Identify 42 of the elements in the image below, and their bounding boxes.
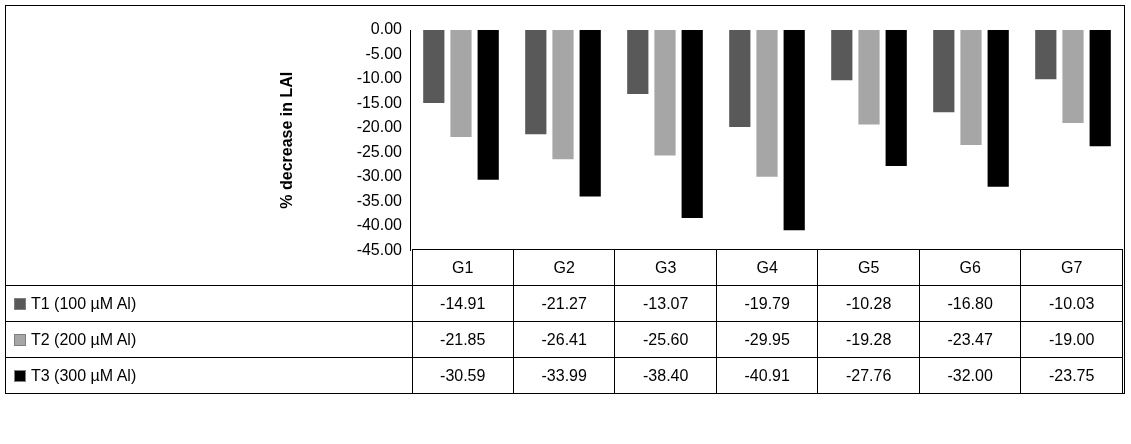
data-label: -27.76	[817, 357, 920, 394]
data-label: -33.99	[513, 357, 615, 394]
data-label: -26.41	[513, 321, 615, 358]
data-label: -38.40	[614, 357, 717, 394]
y-tick-label: -15.00	[356, 93, 403, 111]
x-tick-label: G7	[1020, 249, 1123, 286]
y-tick-label: -45.00	[356, 240, 403, 258]
y-tick-label: -20.00	[356, 118, 403, 136]
x-tick-label: G3	[614, 249, 717, 286]
x-tick-label: G4	[716, 249, 818, 286]
y-axis-title: % decrease in LAI	[278, 71, 296, 209]
data-label: -10.28	[817, 285, 920, 322]
data-label: -29.95	[716, 321, 818, 358]
y-tick-label: 0.00	[370, 20, 403, 38]
y-tick-label: -25.00	[356, 142, 403, 160]
data-label: -10.03	[1020, 285, 1123, 322]
data-label: -25.60	[614, 321, 717, 358]
data-label: -19.00	[1020, 321, 1123, 358]
x-tick-label: G5	[817, 249, 920, 286]
x-tick-label: G1	[412, 249, 514, 286]
y-tick-label: -35.00	[356, 191, 403, 209]
x-tick-label: G6	[919, 249, 1021, 286]
data-label: -23.47	[919, 321, 1021, 358]
data-label: -14.91	[412, 285, 514, 322]
data-label: -21.27	[513, 285, 615, 322]
data-label: -40.91	[716, 357, 818, 394]
legend-label: T2 (200 µM Al)	[5, 321, 412, 358]
data-label: -23.75	[1020, 357, 1123, 394]
y-tick-label: -10.00	[356, 69, 403, 87]
y-tick-label: -40.00	[356, 216, 403, 234]
y-tick-label: -5.00	[365, 44, 403, 62]
data-label: -13.07	[614, 285, 717, 322]
data-label: -19.79	[716, 285, 818, 322]
data-label: -32.00	[919, 357, 1021, 394]
data-label: -30.59	[412, 357, 514, 394]
legend-label: T1 (100 µM Al)	[5, 285, 412, 322]
x-tick-label: G2	[513, 249, 615, 286]
data-label: -21.85	[412, 321, 514, 358]
data-label: -19.28	[817, 321, 920, 358]
legend-label: T3 (300 µM Al)	[5, 357, 412, 394]
data-label: -16.80	[919, 285, 1021, 322]
y-tick-label: -30.00	[356, 167, 403, 185]
